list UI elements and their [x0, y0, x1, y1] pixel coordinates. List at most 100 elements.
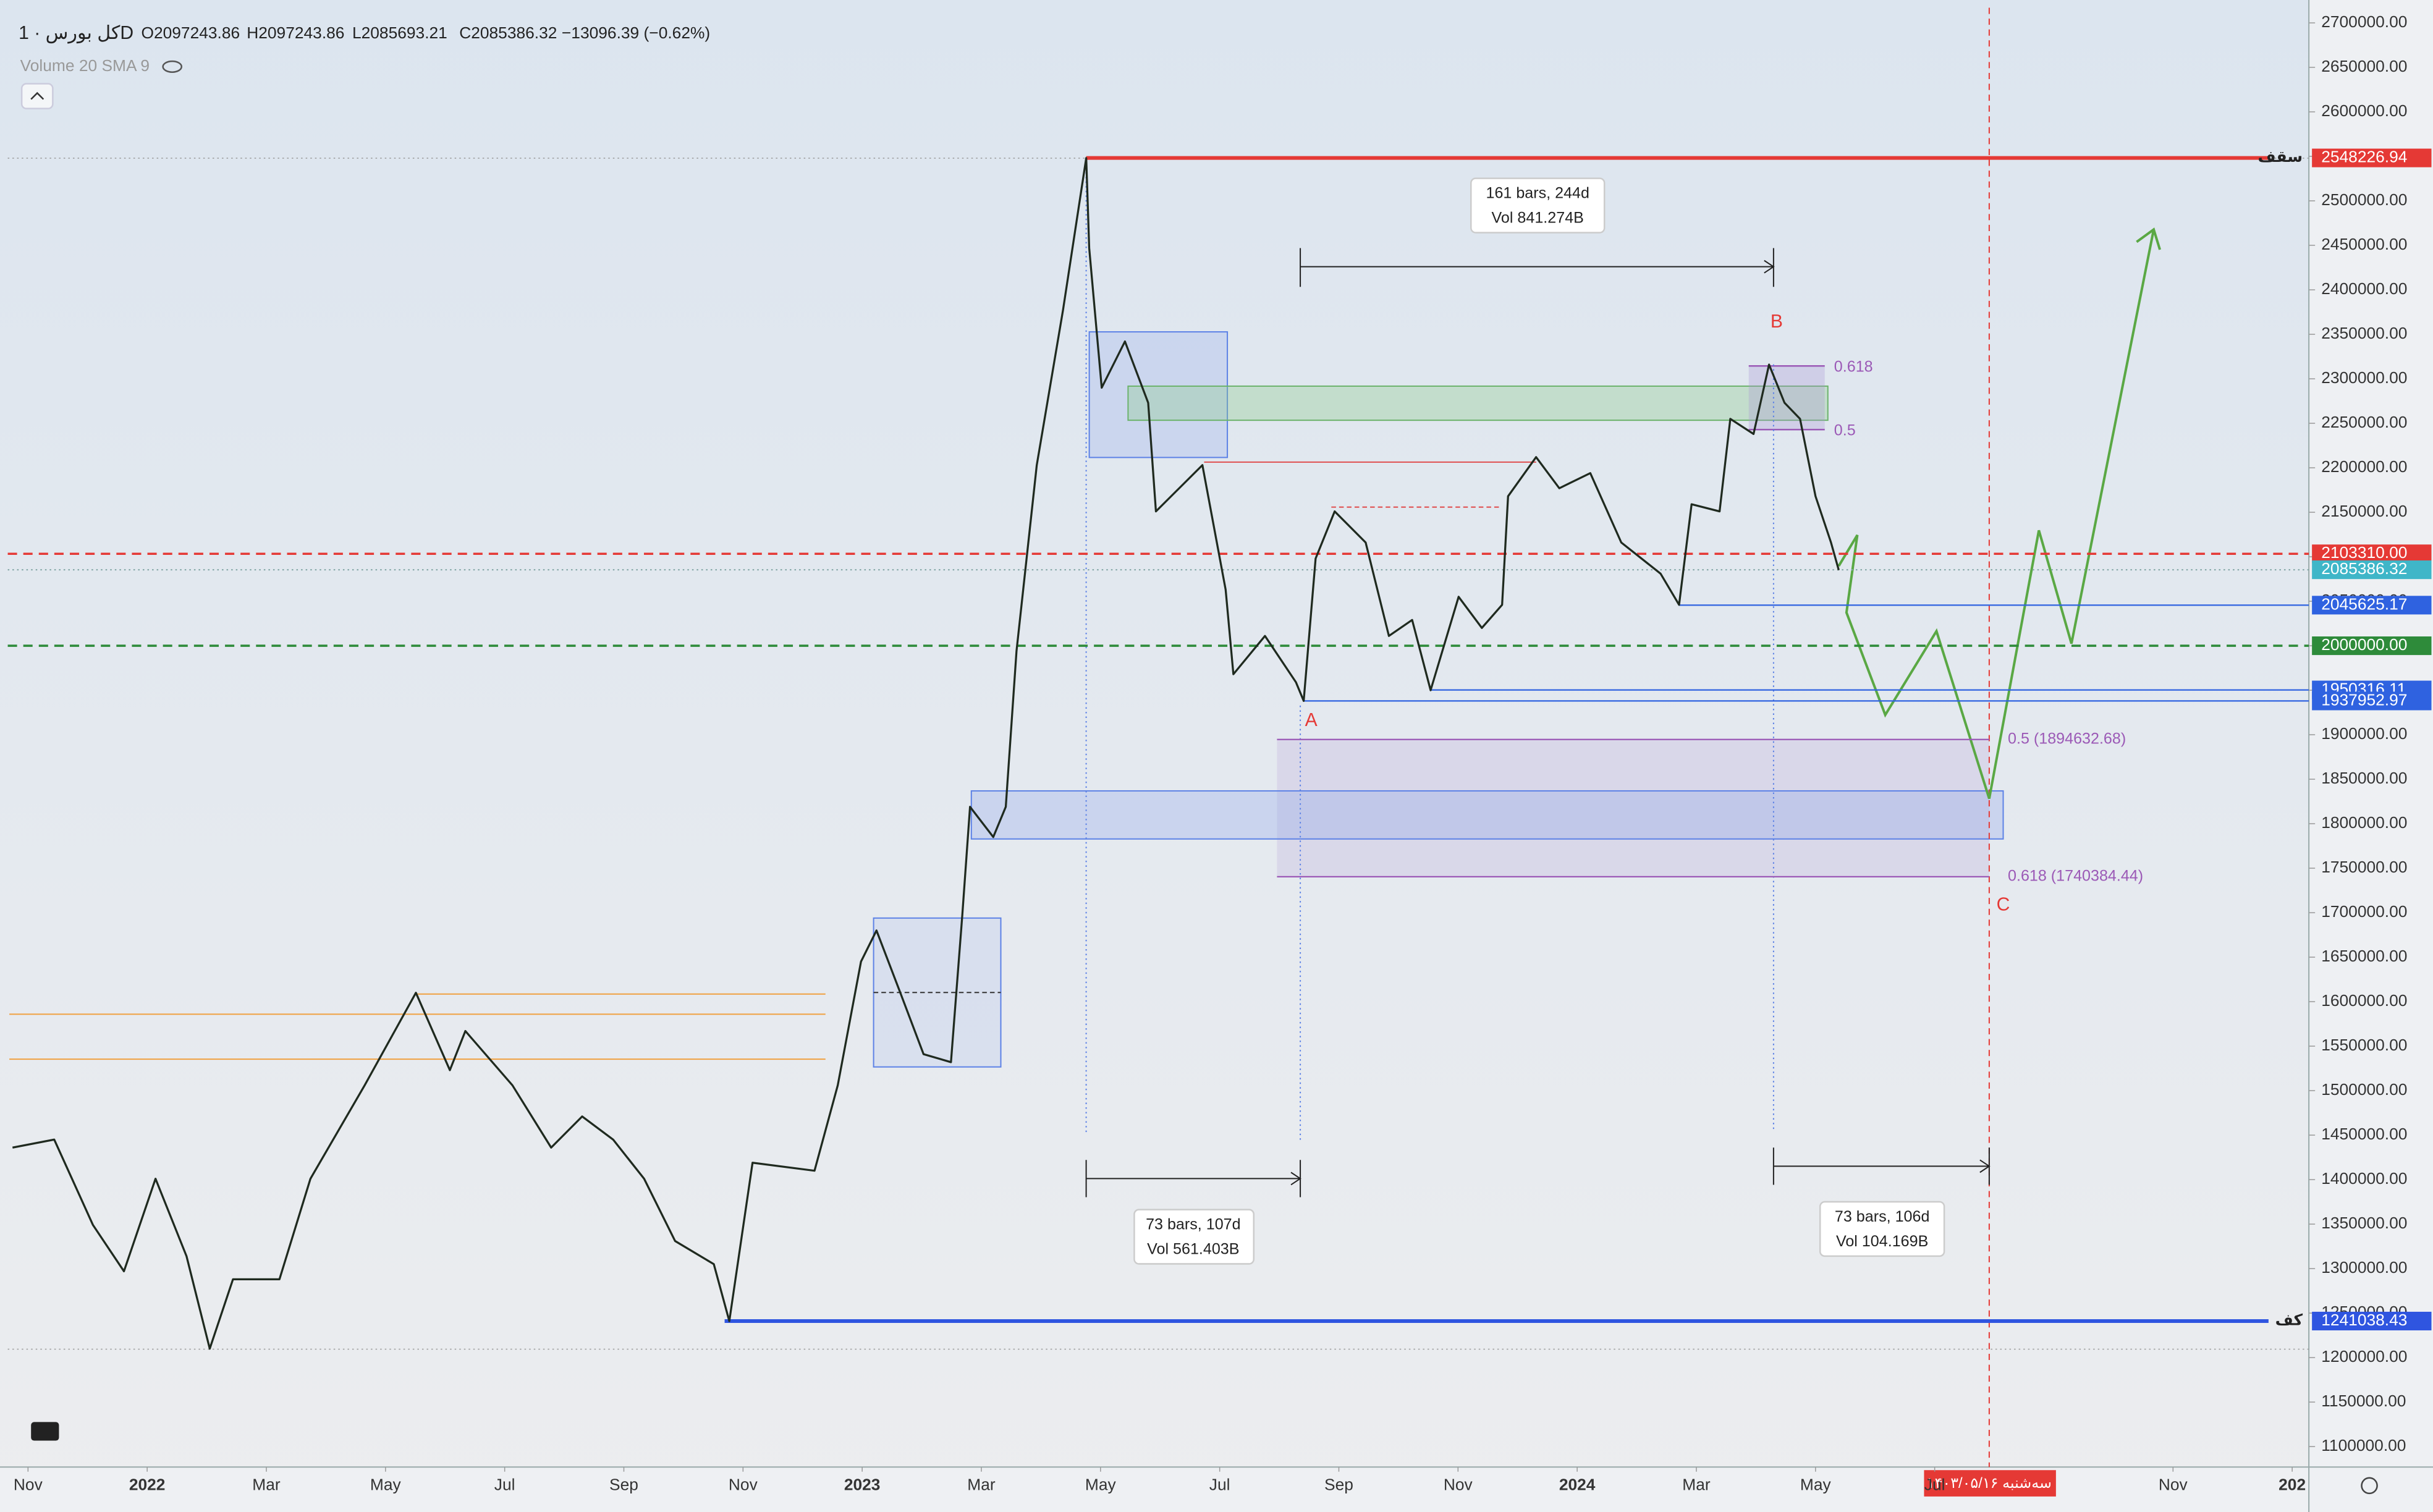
- y-tick-label: 2450000.00: [2321, 235, 2407, 253]
- y-tick-label: 1850000.00: [2321, 769, 2407, 787]
- fib-label: 0.618: [1834, 358, 1873, 375]
- change: −13096.39 (−0.62%): [562, 23, 710, 42]
- ohlc: C2085386.32: [459, 23, 557, 42]
- measure-text: Vol 841.274B: [1492, 209, 1584, 227]
- y-tick-label: 2700000.00: [2321, 12, 2407, 31]
- x-tick-label: Nov: [14, 1475, 43, 1493]
- y-tick-label: 1600000.00: [2321, 991, 2407, 1010]
- x-tick-label: Sep: [609, 1475, 638, 1493]
- price-tag: [2312, 691, 2432, 711]
- price-tag: [2312, 544, 2432, 564]
- projection-head: [2136, 227, 2162, 250]
- level-tag: سقف: [2257, 148, 2303, 166]
- x-tick-label: Jul: [494, 1475, 515, 1493]
- measure-text: 161 bars, 244d: [1486, 184, 1589, 201]
- collapse-button[interactable]: [20, 83, 54, 109]
- ohlc: L2085693.21: [352, 23, 447, 42]
- chevron: [30, 91, 44, 100]
- eye-icon[interactable]: [162, 60, 183, 73]
- measure-text: Vol 104.169B: [1836, 1233, 1928, 1250]
- zone: [970, 790, 2004, 840]
- price-tag: [2312, 560, 2432, 580]
- y-tick-label: 1650000.00: [2321, 947, 2407, 965]
- ohlc: H2097243.86: [247, 23, 344, 42]
- measure-text: 73 bars, 106d: [1835, 1208, 1930, 1225]
- x-tick-label: Mar: [967, 1475, 996, 1493]
- x-tick-label: May: [1800, 1475, 1832, 1493]
- x-tick-label: Nov: [1444, 1475, 1473, 1493]
- date-label: سه‌شنبه ۱۴۰۳/۰۵/۱۶: [1927, 1475, 2052, 1492]
- price-tag: [2312, 148, 2432, 167]
- price-tag-label: 2000000.00: [2321, 635, 2407, 654]
- y-tick-label: 2600000.00: [2321, 101, 2407, 120]
- fib-level-label: 0.618 (1740384.44): [2008, 868, 2143, 885]
- price-tag-label: 1937952.97: [2321, 690, 2407, 709]
- indicator: Volume 20 SMA 9: [20, 56, 150, 75]
- y-tick-label: 2500000.00: [2321, 190, 2407, 209]
- y-tick-label: 1100000.00: [2321, 1436, 2406, 1455]
- zone: [1127, 385, 1829, 421]
- y-tick-label: 1800000.00: [2321, 813, 2407, 832]
- date-tag: [1924, 1470, 2056, 1497]
- y-tick-label: 1900000.00: [2321, 724, 2407, 743]
- price-tag: [2312, 596, 2432, 615]
- settings-icon[interactable]: [2361, 1477, 2378, 1495]
- y-tick-label: 2250000.00: [2321, 413, 2407, 431]
- x-tick-label: 2023: [844, 1475, 881, 1493]
- y-tick-label: 2200000.00: [2321, 457, 2407, 476]
- wave-label: B: [1771, 311, 1783, 332]
- arrow: [1085, 1160, 1301, 1197]
- x-tick-label: Sep: [1324, 1475, 1353, 1493]
- fib-zone: [1277, 740, 1989, 877]
- wave-label: C: [1997, 895, 2010, 915]
- wave-label: A: [1305, 710, 1318, 730]
- y-tick-label: 1150000.00: [2321, 1392, 2406, 1410]
- price-tag-label: 2103310.00: [2321, 543, 2407, 562]
- x-tick-label: Mar: [252, 1475, 281, 1493]
- y-tick-label: 2150000.00: [2321, 502, 2407, 520]
- measure-text: 73 bars, 107d: [1146, 1215, 1241, 1233]
- arrow: [1300, 248, 1775, 287]
- y-tick-label: 2350000.00: [2321, 324, 2407, 342]
- price-tag-label: 2548226.94: [2321, 148, 2407, 166]
- measure-box: [1819, 1201, 1945, 1257]
- logo: [31, 1422, 59, 1441]
- price-tag-label: 1241038.43: [2321, 1311, 2407, 1329]
- price-tag-label: 2085386.32: [2321, 559, 2407, 578]
- price-axis: [2309, 0, 2433, 1512]
- y-tick-label: 1550000.00: [2321, 1036, 2407, 1054]
- price-line: [12, 157, 1840, 1350]
- x-tick-label: Nov: [2159, 1475, 2188, 1493]
- zone: [1088, 331, 1229, 458]
- fib-level-label: 0.5 (1894632.68): [2008, 730, 2126, 747]
- y-tick-label: 2650000.00: [2321, 57, 2407, 75]
- level-tag: کف: [2275, 1312, 2303, 1329]
- fib-zone: [1748, 366, 1825, 430]
- price-tag: [2312, 1311, 2432, 1331]
- measure-box: [1133, 1209, 1255, 1265]
- fib-label: 0.5: [1834, 421, 1856, 439]
- y-tick-label: 1400000.00: [2321, 1169, 2407, 1188]
- measure-box: [1470, 177, 1606, 234]
- y-tick-label: 1700000.00: [2321, 902, 2407, 921]
- y-tick-label: 1350000.00: [2321, 1214, 2407, 1232]
- x-tick-label: 202: [2279, 1475, 2306, 1493]
- x-tick-label: Jul: [1209, 1475, 1230, 1493]
- arrow: [1772, 1147, 1991, 1185]
- y-tick-label: 2300000.00: [2321, 368, 2407, 387]
- x-tick-label: May: [1085, 1475, 1117, 1493]
- symbol: کل بورس · 1D: [19, 23, 133, 43]
- measure-text: Vol 561.403B: [1147, 1240, 1239, 1257]
- x-tick-label: Nov: [729, 1475, 758, 1493]
- y-tick-label: 2400000.00: [2321, 279, 2407, 298]
- x-tick-label: Jul: [1924, 1475, 1945, 1493]
- y-tick-label: 1750000.00: [2321, 858, 2407, 876]
- price-tag-label: 2045625.17: [2321, 594, 2407, 613]
- ohlc: O2097243.86: [141, 23, 240, 42]
- price-tag: [2312, 636, 2432, 656]
- x-tick-label: 2022: [129, 1475, 166, 1493]
- y-tick-label: 1200000.00: [2321, 1347, 2407, 1366]
